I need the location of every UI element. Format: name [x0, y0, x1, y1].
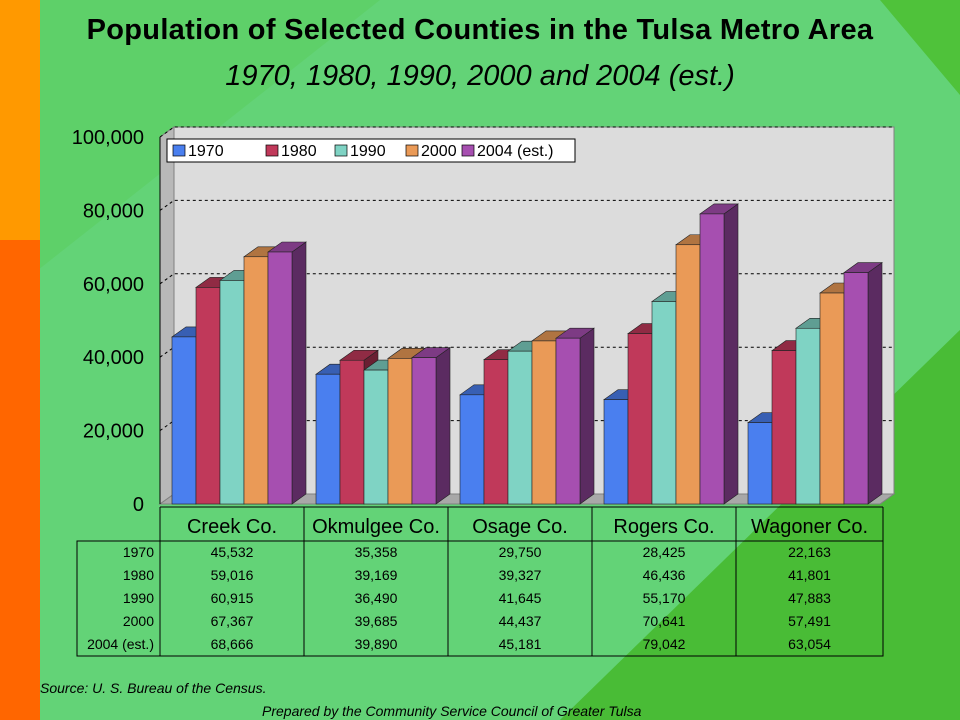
source-note: Source: U. S. Bureau of the Census.: [40, 680, 267, 696]
bar-front: [795, 327, 821, 505]
table-cell-value: 59,016: [211, 567, 254, 583]
prepared-by-note: Prepared by the Community Service Counci…: [262, 703, 642, 719]
legend-label: 1990: [350, 143, 386, 160]
bar-2004est-1: [411, 347, 451, 505]
bar-front: [843, 272, 869, 505]
category-label: Wagoner Co.: [751, 516, 868, 538]
stripe-bottom: [0, 240, 40, 720]
table-cell-value: 41,801: [788, 567, 831, 583]
bar-side: [291, 241, 307, 505]
table-cell-value: 55,170: [643, 590, 686, 606]
bar-front: [267, 251, 293, 505]
bar-front: [555, 337, 581, 505]
bar-2004est-3: [699, 203, 739, 505]
table-cell-value: 22,163: [788, 544, 831, 560]
table-cell-value: 46,436: [643, 567, 686, 583]
table-cell-value: 36,490: [355, 590, 398, 606]
table-cell-value: 47,883: [788, 590, 831, 606]
legend-label: 2004 (est.): [477, 143, 553, 160]
legend-swatch: [405, 144, 419, 157]
table-cell-value: 70,641: [643, 613, 686, 629]
legend-swatch: [461, 144, 475, 157]
table-cell-value: 68,666: [211, 636, 254, 652]
bar-front: [411, 357, 437, 505]
stripe-top: [0, 0, 40, 240]
table-cell-value: 67,367: [211, 613, 254, 629]
table-cell-value: 45,532: [211, 544, 254, 560]
bar-front: [339, 359, 365, 505]
bar-front: [219, 280, 245, 505]
table-cell-value: 41,645: [499, 590, 542, 606]
bar-front: [507, 350, 533, 505]
bar-front: [675, 244, 701, 505]
table-row-label: 2004 (est.): [87, 636, 154, 652]
table-cell-value: 44,437: [499, 613, 542, 629]
table-cell-value: 60,915: [211, 590, 254, 606]
bar-2004est-0: [267, 241, 307, 505]
bar-front: [747, 422, 773, 505]
y-tick-label: 100,000: [72, 127, 144, 149]
bar-front: [387, 358, 413, 505]
table-cell-value: 29,750: [499, 544, 542, 560]
legend-swatch: [265, 144, 279, 157]
table-cell-value: 57,491: [788, 613, 831, 629]
bar-2004est-4: [843, 262, 883, 505]
table-cell-value: 39,890: [355, 636, 398, 652]
bar-front: [315, 373, 341, 505]
bar-side: [867, 262, 883, 505]
table-cell-value: 79,042: [643, 636, 686, 652]
chart-title: Population of Selected Counties in the T…: [86, 14, 874, 46]
table-cell-value: 45,181: [499, 636, 542, 652]
bar-front: [171, 336, 197, 505]
bar-front: [363, 369, 389, 505]
y-tick-label: 20,000: [83, 421, 144, 443]
bar-front: [819, 292, 845, 505]
bar-front: [627, 333, 653, 505]
category-label: Osage Co.: [472, 516, 568, 538]
table-cell-value: 39,327: [499, 567, 542, 583]
y-tick-label: 40,000: [83, 347, 144, 369]
legend-swatch: [172, 144, 186, 157]
y-tick-label: 60,000: [83, 274, 144, 296]
legend-label: 1980: [281, 143, 317, 160]
bar-side: [435, 347, 451, 505]
bar-2004est-2: [555, 327, 595, 505]
table-cell-value: 39,169: [355, 567, 398, 583]
table-row-label: 1970: [123, 544, 154, 560]
table-cell-value: 63,054: [788, 636, 831, 652]
bar-front: [531, 340, 557, 505]
legend-label: 2000: [421, 143, 457, 160]
table-cell-value: 35,358: [355, 544, 398, 560]
bar-front: [195, 287, 221, 505]
category-label: Rogers Co.: [613, 516, 714, 538]
bar-front: [651, 301, 677, 505]
table-cell-value: 39,685: [355, 613, 398, 629]
bar-front: [771, 350, 797, 505]
legend-swatch: [334, 144, 348, 157]
bar-front: [483, 359, 509, 505]
category-label: Okmulgee Co.: [312, 516, 440, 538]
legend: 1970 1980 1990 2000 2004 (est.): [166, 138, 576, 163]
bar-front: [603, 399, 629, 505]
table-cell-value: 28,425: [643, 544, 686, 560]
data-table-border: [76, 540, 884, 657]
bar-side: [579, 327, 595, 505]
category-label: Creek Co.: [187, 516, 277, 538]
legend-label: 1970: [188, 143, 224, 160]
chart-subtitle: 1970, 1980, 1990, 2000 and 2004 (est.): [225, 60, 735, 92]
bar-side: [723, 203, 739, 505]
bar-front: [699, 213, 725, 505]
y-tick-label: 80,000: [83, 200, 144, 222]
table-row-label: 1980: [123, 567, 154, 583]
data-table: Creek Co. Okmulgee Co. Osage Co. Rogers Co.…: [76, 506, 884, 657]
bar-front: [459, 394, 485, 505]
table-row-label: 2000: [123, 613, 154, 629]
y-tick-label: 0: [133, 494, 144, 516]
bar-front: [243, 256, 269, 505]
table-row-label: 1990: [123, 590, 154, 606]
